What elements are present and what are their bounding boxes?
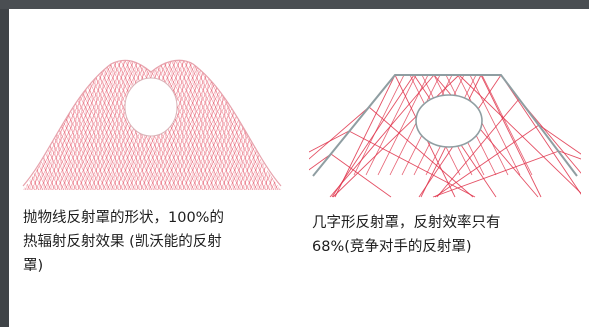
- parabolic-reflector-diagram: [22, 59, 282, 191]
- parabolic-reflector-caption: 抛物线反射罩的形状，100%的 热辐射反射效果 (凯沃能的反射 罩): [23, 210, 224, 274]
- trapezoid-reflector-outline: [312, 74, 578, 177]
- heating-element: [124, 77, 178, 137]
- content-panel: 抛物线反射罩的形状，100%的 热辐射反射效果 (凯沃能的反射 罩) 几字形反射…: [9, 9, 589, 327]
- trapezoid-reflector-diagram: [309, 74, 581, 198]
- heating-element: [415, 94, 483, 148]
- parabolic-reflector-outline: [22, 59, 282, 187]
- trapezoid-reflector-caption: 几字形反射罩，反射效率只有 68%(竞争对手的反射罩): [312, 215, 501, 255]
- window-top-strip: [0, 0, 589, 9]
